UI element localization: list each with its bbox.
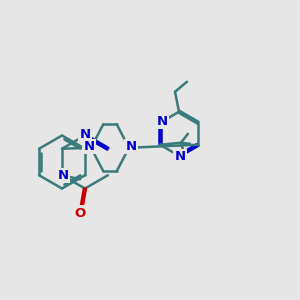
- Text: N: N: [80, 128, 91, 141]
- Text: O: O: [74, 206, 86, 220]
- Text: N: N: [83, 140, 94, 153]
- Text: N: N: [156, 115, 167, 128]
- Text: N: N: [174, 150, 186, 163]
- Text: N: N: [125, 140, 136, 153]
- Text: N: N: [57, 169, 69, 182]
